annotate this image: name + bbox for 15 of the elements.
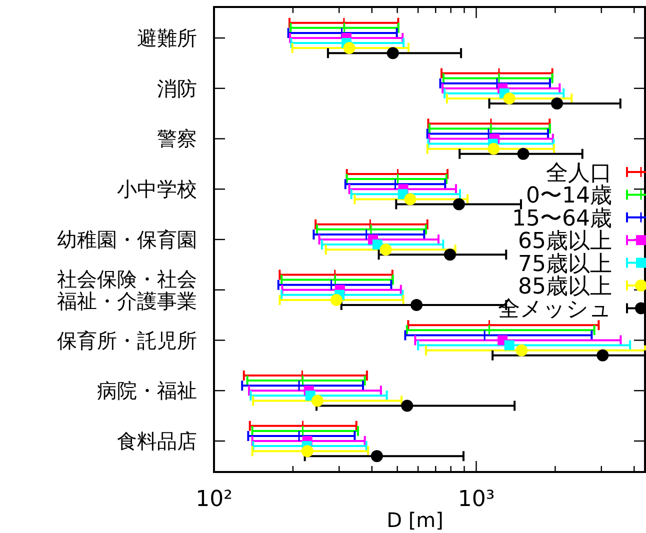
legend-label: 0〜14歳	[526, 184, 612, 209]
x-tick-label: 10²	[196, 487, 232, 512]
y-tick-label: 消防	[157, 76, 197, 100]
x-axis-title: D [m]	[386, 508, 444, 532]
legend-label: 85歳以上	[518, 274, 612, 300]
y-tick-label: 警察	[157, 126, 197, 151]
y-tick-label: 避難所	[137, 26, 197, 50]
y-tick-label: 幼稚園・保育園	[57, 228, 197, 252]
y-tick-label: 社会保険・社会福祉・介護事業	[57, 266, 197, 313]
x-tick-label: 10³	[458, 487, 495, 512]
y-tick-label: 病院・福祉	[97, 378, 197, 403]
y-tick-label: 保育所・託児所	[57, 328, 197, 352]
y-tick-label: 食料品店	[117, 429, 197, 454]
legend-label: 全人口	[546, 161, 612, 186]
y-tick-label: 小中学校	[117, 177, 197, 202]
